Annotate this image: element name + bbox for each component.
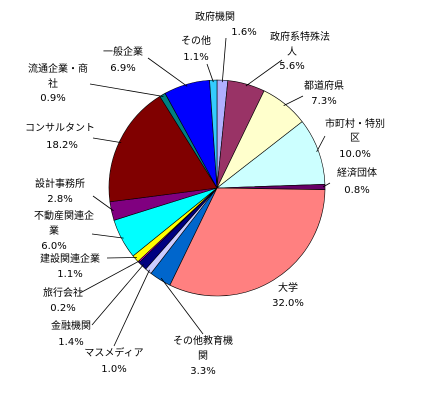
leader-line-13 <box>92 195 114 212</box>
leader-line-11 <box>106 257 137 259</box>
leader-line-2 <box>245 59 283 87</box>
leader-line-7 <box>160 277 204 335</box>
slice-name-label-2: 政府系特殊法 <box>270 30 330 43</box>
slice-percent-label-8: 1.0% <box>101 364 126 375</box>
slice-name-label-6: 大学 <box>278 281 298 294</box>
slice-percent-label-16: 6.9% <box>110 63 135 74</box>
leader-line-14 <box>92 137 122 144</box>
leader-line-15 <box>89 83 164 97</box>
pie-slice-14 <box>108 95 218 203</box>
slice-percent-label-4: 10.0% <box>339 149 371 160</box>
slice-name-label-9: 金融機関 <box>51 319 91 332</box>
leader-line-17 <box>206 63 214 83</box>
slice-percent-label-5: 0.8% <box>344 185 369 196</box>
leader-line-10 <box>79 260 141 294</box>
slice-name-label-15: 社 <box>48 77 58 90</box>
slice-percent-label-13: 2.8% <box>47 194 72 205</box>
slice-percent-label-7: 3.3% <box>190 366 215 377</box>
slice-name-label-7: その他教育機 <box>173 334 233 347</box>
leader-line-9 <box>91 264 144 326</box>
slice-name-label-15: 流通企業・商 <box>28 62 88 75</box>
leader-line-12 <box>91 233 124 239</box>
slice-percent-label-1: 1.6% <box>231 27 256 38</box>
slice-name-label-12: 不動産関連企 <box>34 209 94 222</box>
pie-slice-17 <box>209 79 218 189</box>
slice-percent-label-10: 0.2% <box>50 303 75 314</box>
leader-line-3 <box>283 95 304 106</box>
slice-percent-label-6: 32.0% <box>272 298 304 309</box>
leader-line-4 <box>316 135 326 153</box>
pie-slice-6 <box>169 187 326 297</box>
slice-name-label-17: その他 <box>181 34 211 47</box>
leader-line-16 <box>147 57 188 87</box>
slice-name-label-4: 市町村・特別 <box>325 117 385 130</box>
leader-line-5 <box>322 182 331 188</box>
slice-percent-label-17: 1.1% <box>183 52 208 63</box>
leader-line-1 <box>221 37 227 83</box>
slice-percent-label-3: 7.3% <box>311 96 336 107</box>
slice-name-label-16: 一般企業 <box>103 45 143 58</box>
slice-name-label-10: 旅行会社 <box>43 286 83 299</box>
slice-name-label-12: 業 <box>49 224 59 237</box>
slice-name-label-14: コンサルタント <box>25 122 95 134</box>
slice-name-label-8: マスメディア <box>84 346 143 359</box>
slice-percent-label-2: 5.6% <box>279 61 304 72</box>
leader-line-8 <box>113 269 150 347</box>
slice-name-label-1: 政府機関 <box>195 10 235 23</box>
slice-name-label-3: 都道府県 <box>304 79 344 92</box>
slice-percent-label-14: 18.2% <box>46 140 78 151</box>
slice-name-label-2: 人 <box>287 46 297 58</box>
slice-name-label-11: 建設関連企業 <box>40 252 100 265</box>
slice-percent-label-12: 6.0% <box>41 241 66 252</box>
slice-name-label-4: 区 <box>350 132 360 144</box>
slice-name-label-7: 関 <box>198 350 208 362</box>
slice-name-label-5: 経済団体 <box>337 166 377 179</box>
slice-percent-label-15: 0.9% <box>40 93 65 104</box>
slice-name-label-13: 設計事務所 <box>35 177 85 190</box>
slice-percent-label-11: 1.1% <box>57 269 82 280</box>
slice-percent-label-9: 1.4% <box>58 337 83 348</box>
